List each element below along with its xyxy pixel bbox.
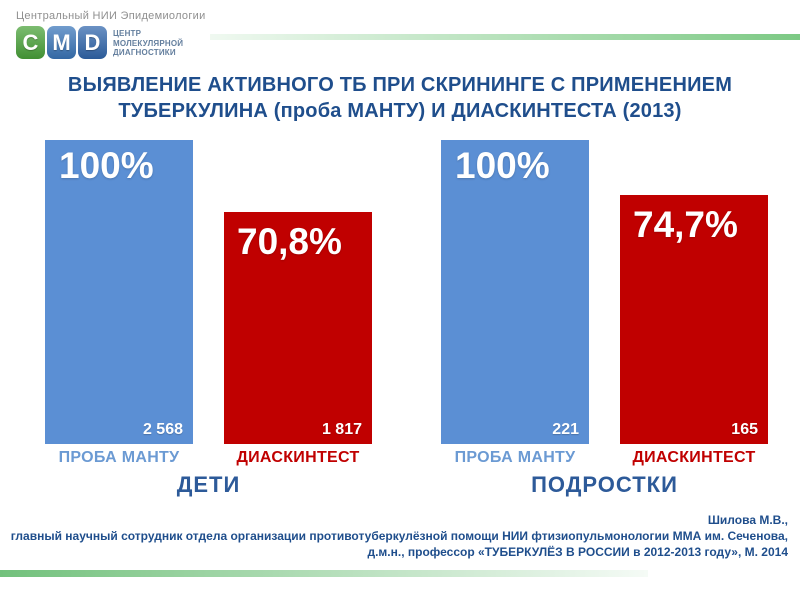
bar-count-label: 221 [552, 421, 579, 438]
bar-diaskintest-adolescents: 74,7% 165 [620, 195, 768, 444]
chart-group-children: 100% 2 568 70,8% 1 817 ПРОБА МАНТУ ДИАСК… [45, 140, 372, 498]
logo-tile-d: D [78, 26, 107, 59]
cmd-logo-tiles: C M D [16, 26, 107, 59]
bar-count-label: 165 [731, 421, 758, 438]
logo-tagline-line: ДИАГНОСТИКИ [113, 48, 176, 57]
bottom-accent-line [0, 570, 648, 577]
chart-group-adolescents: 100% 221 74,7% 165 ПРОБА МАНТУ ДИАСКИНТЕ… [441, 140, 768, 498]
logo-tile-c: C [16, 26, 45, 59]
method-label-diaskintest: ДИАСКИНТЕСТ [632, 449, 756, 466]
bar-count-label: 2 568 [142, 421, 183, 438]
bar-count-label: 1 817 [321, 421, 362, 438]
institute-name: Центральный НИИ Эпидемиологии [16, 10, 206, 22]
cmd-logo: Центральный НИИ Эпидемиологии C M D ЦЕНТ… [16, 10, 206, 59]
group-label-adolescents: ПОДРОСТКИ [531, 472, 678, 497]
group-label-children: ДЕТИ [176, 472, 241, 497]
slide-title-line2: ТУБЕРКУЛИНА (проба МАНТУ) И ДИАСКИНТЕСТА… [118, 100, 682, 122]
attribution-position: главный научный сотрудник отдела организ… [10, 529, 788, 543]
attribution-publication: д.м.н., профессор «ТУБЕРКУЛЁЗ В РОССИИ в… [367, 545, 788, 559]
bar-mantu-children: 100% 2 568 [45, 140, 193, 444]
attribution-author: Шилова М.В., [707, 513, 788, 527]
bar-percent-label: 100% [59, 145, 154, 186]
logo-tagline-line: МОЛЕКУЛЯРНОЙ [113, 38, 184, 48]
logo-tile-m: M [47, 26, 76, 59]
top-accent-line [210, 34, 800, 40]
bar-diaskintest-children: 70,8% 1 817 [224, 212, 372, 444]
method-label-mantu: ПРОБА МАНТУ [58, 449, 180, 466]
logo-tagline-line: ЦЕНТР [113, 29, 142, 38]
source-attribution: Шилова М.В., главный научный сотрудник о… [10, 512, 788, 560]
bar-percent-label: 70,8% [237, 221, 342, 262]
method-label-diaskintest: ДИАСКИНТЕСТ [236, 449, 360, 466]
slide-title: ВЫЯВЛЕНИЕ АКТИВНОГО ТБ ПРИ СКРИНИНГЕ С П… [10, 72, 790, 124]
bar-percent-label: 100% [455, 145, 550, 186]
slide-title-line1: ВЫЯВЛЕНИЕ АКТИВНОГО ТБ ПРИ СКРИНИНГЕ С П… [67, 74, 733, 96]
bar-percent-label: 74,7% [633, 204, 738, 245]
method-label-mantu: ПРОБА МАНТУ [454, 449, 576, 466]
bar-mantu-adolescents: 100% 221 [441, 140, 589, 444]
logo-tagline: ЦЕНТР МОЛЕКУЛЯРНОЙ ДИАГНОСТИКИ [113, 29, 183, 58]
